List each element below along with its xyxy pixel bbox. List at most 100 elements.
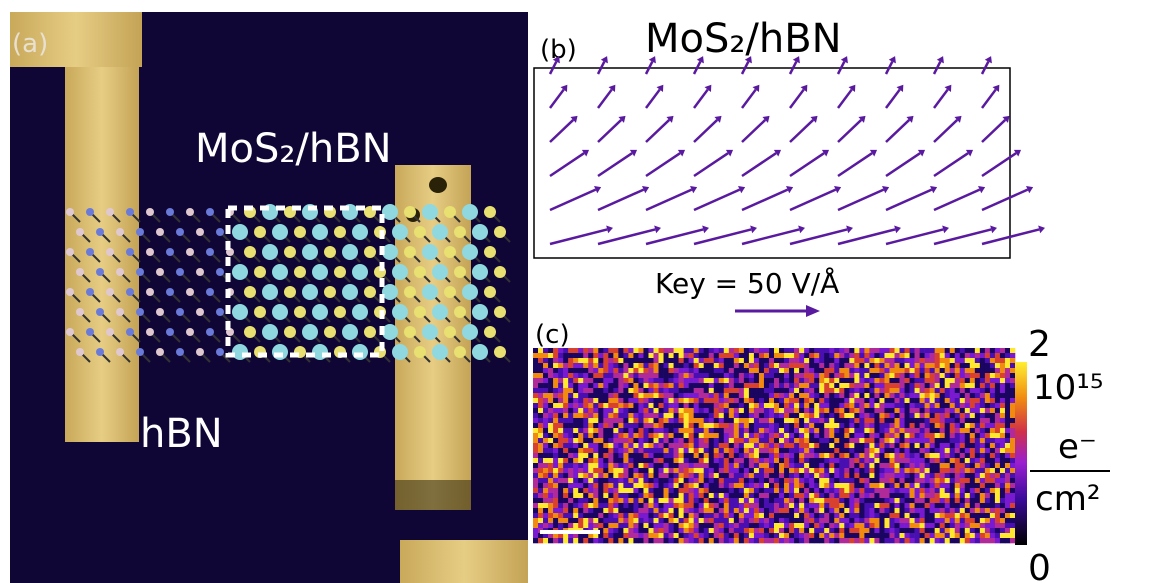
density-cell <box>603 453 609 459</box>
density-cell <box>859 348 865 354</box>
density-cell <box>799 363 805 369</box>
density-cell <box>819 478 825 484</box>
density-cell <box>834 348 840 354</box>
density-cell <box>849 523 855 529</box>
density-cell <box>809 403 815 409</box>
density-cell <box>558 493 564 499</box>
density-cell <box>758 473 765 479</box>
density-cell <box>864 353 870 359</box>
density-cell <box>658 368 664 374</box>
density-cell <box>763 473 770 479</box>
atom <box>352 264 368 280</box>
density-cell <box>708 348 715 354</box>
density-cell <box>814 483 820 489</box>
density-cell <box>663 353 669 359</box>
density-cell <box>563 443 569 449</box>
density-cell <box>708 373 715 379</box>
density-cell <box>533 453 539 459</box>
density-cell <box>789 408 795 414</box>
density-cell <box>874 458 880 464</box>
density-cell <box>548 363 554 369</box>
density-cell <box>698 383 705 389</box>
density-cell <box>728 433 735 439</box>
density-cell <box>638 453 644 459</box>
density-cell <box>824 358 830 364</box>
atom <box>76 268 84 276</box>
density-cell <box>603 538 609 544</box>
density-cell <box>804 453 810 459</box>
density-cell <box>929 383 935 389</box>
density-cell <box>713 423 720 429</box>
density-cell <box>934 418 940 424</box>
density-cell <box>678 373 684 379</box>
density-cell <box>603 423 609 429</box>
density-cell <box>608 408 614 414</box>
density-cell <box>538 523 544 529</box>
density-cell <box>1009 348 1016 354</box>
density-cell <box>608 483 614 489</box>
density-cell <box>743 533 750 539</box>
density-cell <box>814 348 820 354</box>
density-cell <box>758 358 765 364</box>
density-cell <box>824 378 830 384</box>
density-cell <box>919 383 925 389</box>
density-cell <box>799 508 805 514</box>
density-cell <box>623 373 629 379</box>
density-cell <box>984 348 991 354</box>
density-cell <box>768 508 775 514</box>
density-cell <box>884 363 890 369</box>
density-cell <box>819 533 825 539</box>
density-cell <box>598 438 604 444</box>
atom <box>232 304 248 320</box>
density-cell <box>663 363 669 369</box>
density-cell <box>763 423 770 429</box>
density-cell <box>753 433 760 439</box>
density-cell <box>954 383 961 389</box>
atom <box>216 348 224 356</box>
density-cell <box>854 353 860 359</box>
atom <box>116 228 124 236</box>
density-cell <box>989 538 996 544</box>
density-cell <box>949 523 956 529</box>
density-cell <box>648 443 654 449</box>
field-arrow-head <box>888 56 896 64</box>
density-cell <box>628 463 634 469</box>
density-cell <box>688 483 694 489</box>
density-cell <box>688 403 694 409</box>
density-cell <box>633 508 639 514</box>
density-cell <box>814 418 820 424</box>
density-cell <box>533 388 539 394</box>
density-cell <box>748 493 755 499</box>
density-cell <box>618 518 624 524</box>
density-cell <box>949 358 956 364</box>
density-cell <box>964 503 971 509</box>
density-cell <box>738 353 745 359</box>
density-cell <box>944 478 951 484</box>
density-cell <box>944 473 951 479</box>
density-cell <box>628 353 634 359</box>
density-cell <box>768 428 775 434</box>
density-cell <box>568 453 574 459</box>
density-cell <box>678 473 684 479</box>
density-cell <box>743 373 750 379</box>
density-cell <box>613 348 619 354</box>
density-cell <box>728 398 735 404</box>
density-cell <box>829 348 835 354</box>
density-cell <box>698 538 705 544</box>
density-cell <box>884 478 890 484</box>
density-cell <box>879 523 885 529</box>
density-cell <box>723 533 730 539</box>
density-cell <box>884 413 890 419</box>
density-cell <box>658 428 664 434</box>
density-cell <box>583 533 589 539</box>
density-cell <box>643 403 649 409</box>
atom <box>494 306 506 318</box>
density-cell <box>789 448 795 454</box>
field-arrow <box>596 60 606 75</box>
density-cell <box>929 423 935 429</box>
field-arrow-head <box>656 84 664 92</box>
density-cell <box>628 383 634 389</box>
density-cell <box>548 413 554 419</box>
density-cell <box>608 458 614 464</box>
density-cell <box>623 413 629 419</box>
